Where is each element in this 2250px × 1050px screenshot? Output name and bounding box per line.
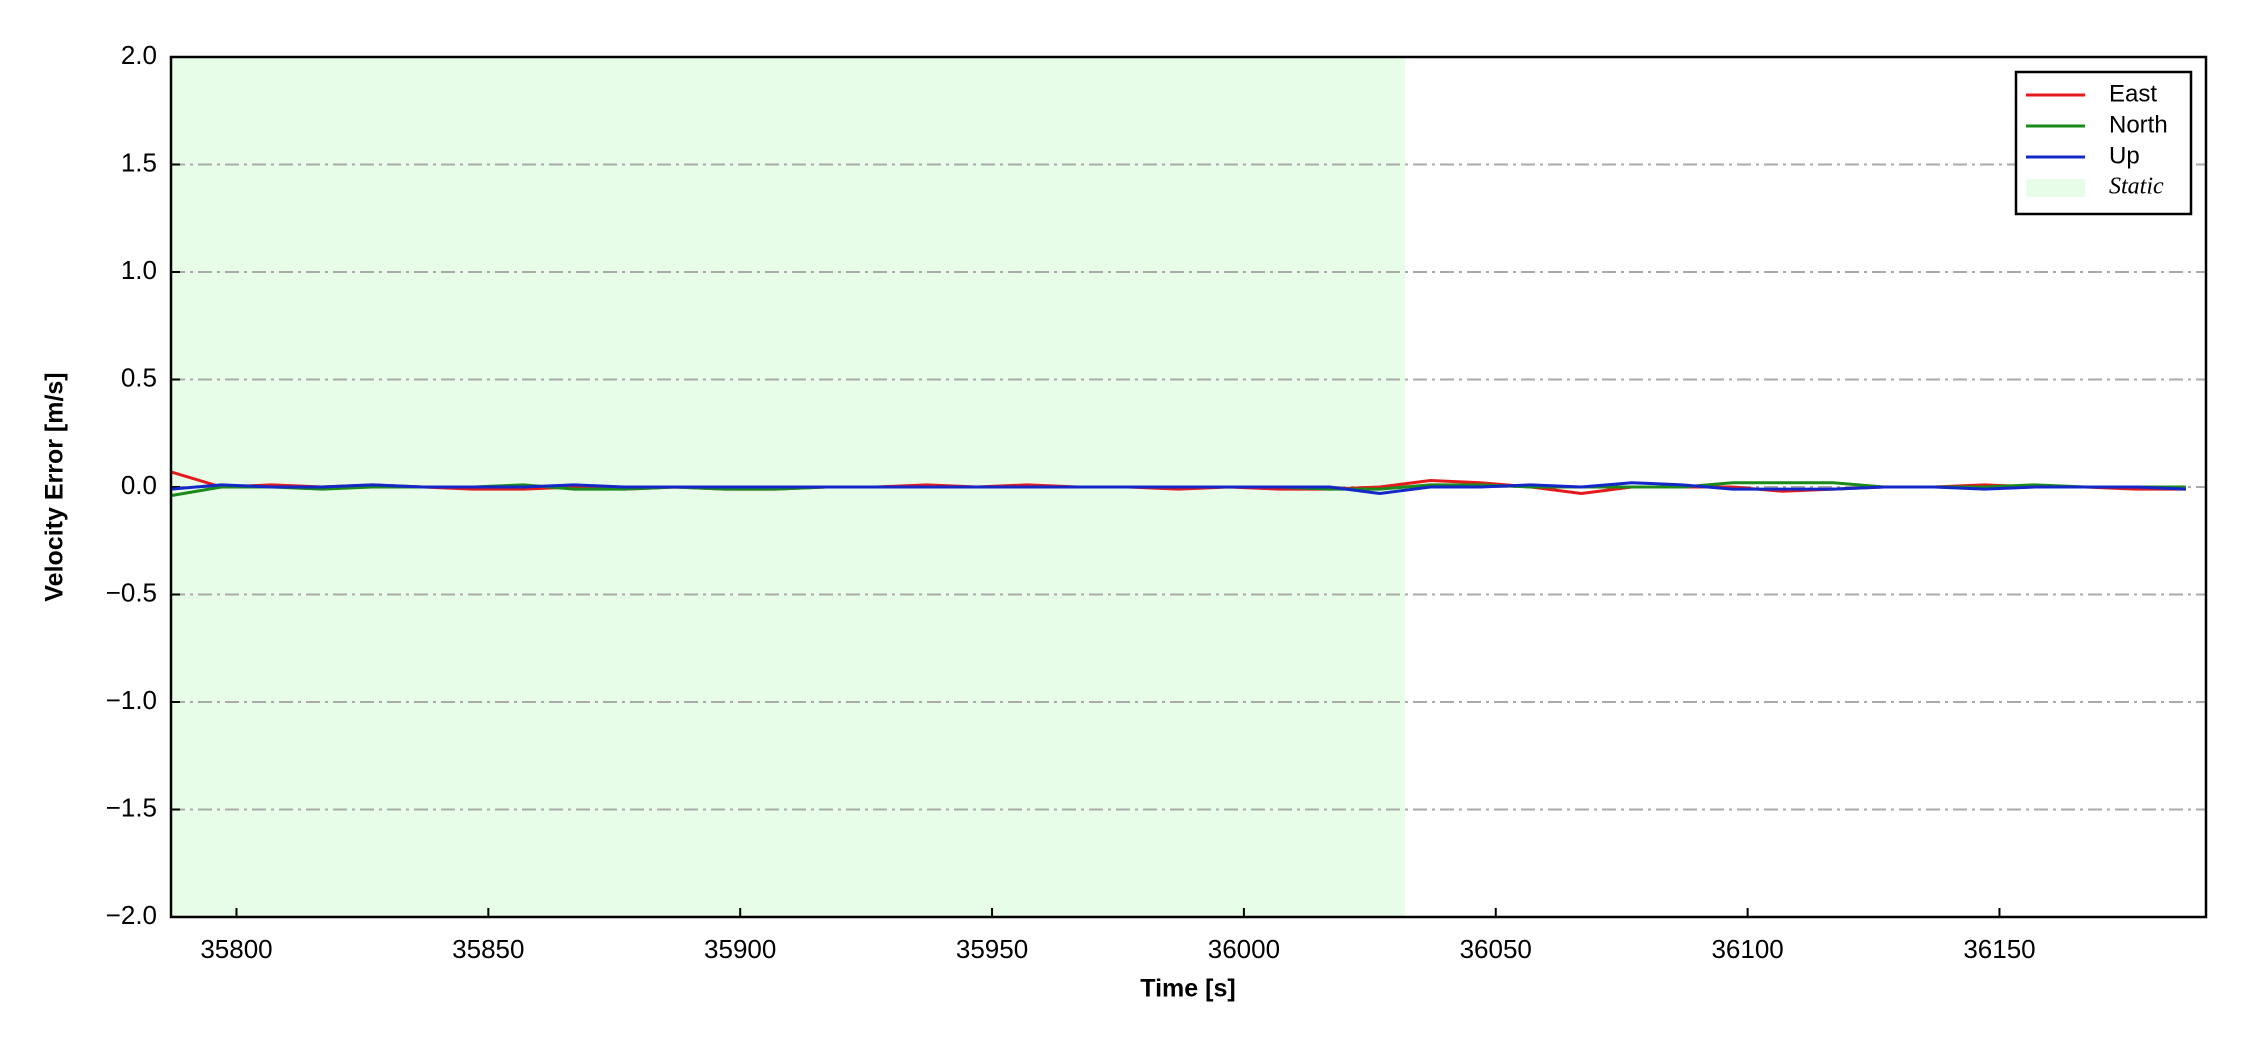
y-tick-label: −1.5 xyxy=(106,792,157,822)
y-tick-label: 0.0 xyxy=(121,470,157,500)
x-tick-label: 36050 xyxy=(1460,934,1532,964)
x-tick-label: 35900 xyxy=(704,934,776,964)
y-tick-label: 0.5 xyxy=(121,362,157,392)
x-tick-label: 35850 xyxy=(452,934,524,964)
y-axis-label: Velocity Error [m/s] xyxy=(41,372,69,601)
series-line xyxy=(170,481,2186,495)
y-tick-label: 2.0 xyxy=(121,40,157,70)
legend-label: North xyxy=(2109,111,2168,138)
x-tick-label: 36150 xyxy=(1963,934,2035,964)
y-tick-label: 1.5 xyxy=(121,147,157,177)
y-tick-label: −2.0 xyxy=(106,900,157,930)
x-tick-label: 36100 xyxy=(1711,934,1783,964)
legend: East North Up Static xyxy=(2014,70,2193,216)
y-tick-label: 1.0 xyxy=(121,255,157,285)
y-tick-label: −0.5 xyxy=(106,577,157,607)
x-tick-label: 36000 xyxy=(1208,934,1280,964)
x-tick-label: 35800 xyxy=(200,934,272,964)
legend-label: Up xyxy=(2109,142,2140,169)
y-tick-label: −1.0 xyxy=(106,685,157,715)
legend-label: East xyxy=(2109,80,2157,107)
legend-swatch xyxy=(2026,179,2085,197)
x-tick-label: 35950 xyxy=(956,934,1028,964)
legend-label: Static xyxy=(2109,174,2164,200)
plot-frame xyxy=(169,55,2208,919)
x-axis-label: Time [s] xyxy=(1140,975,1235,1003)
